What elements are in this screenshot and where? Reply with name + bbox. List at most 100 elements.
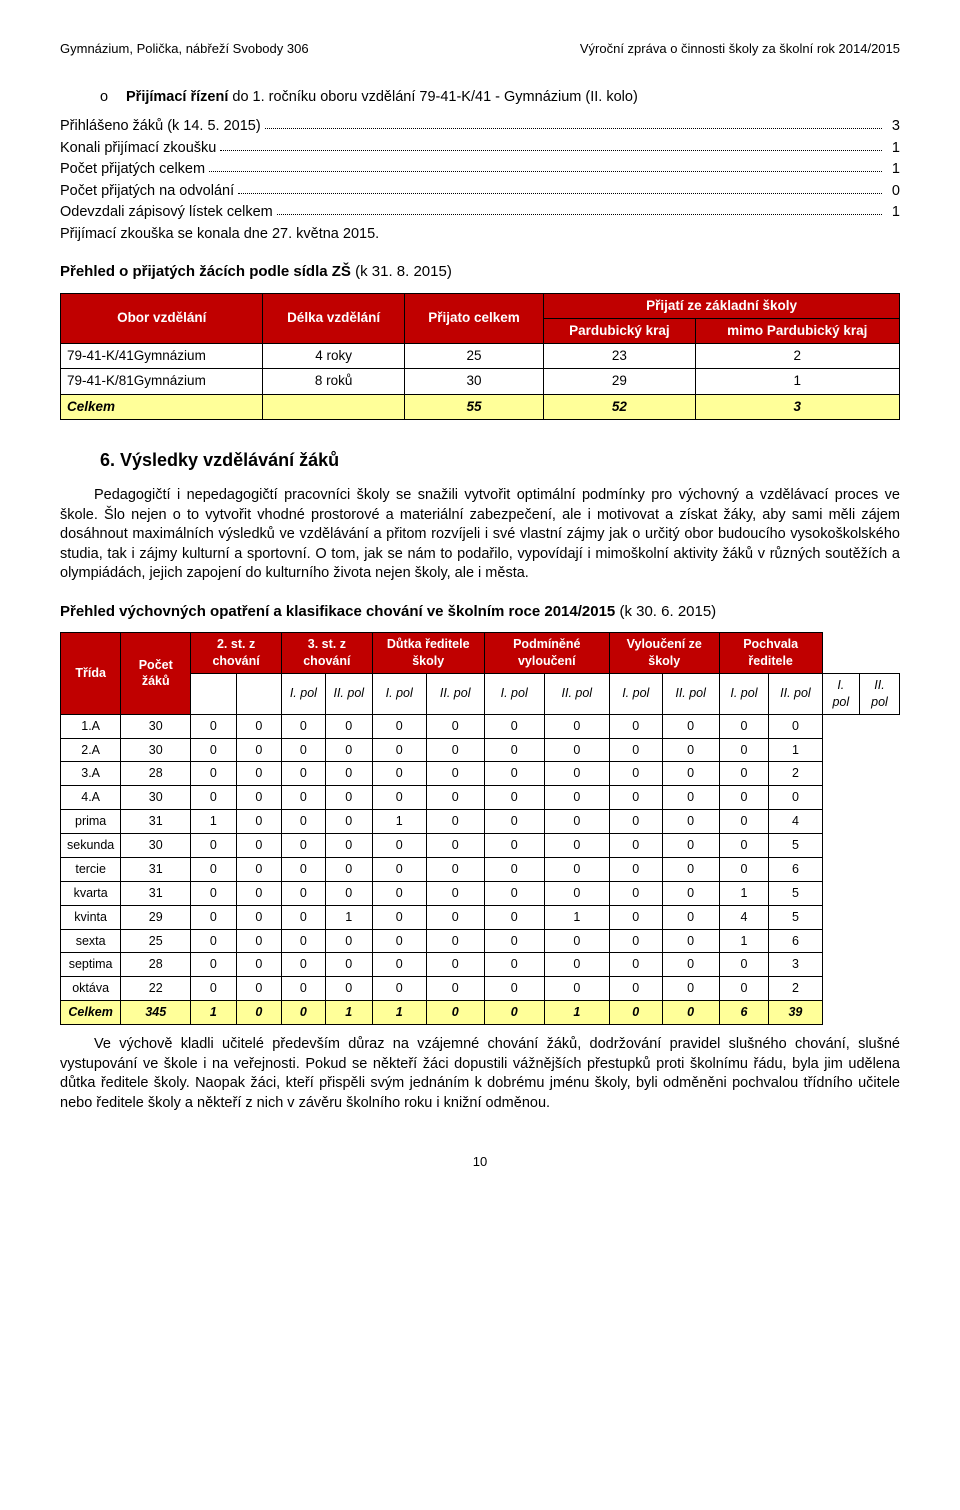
cell-val: 0 (544, 953, 609, 977)
th-trida: Třída (61, 633, 121, 715)
cell-val: 0 (372, 977, 426, 1001)
cell-val: 0 (191, 857, 236, 881)
bullet-rest: do 1. ročníku oboru vzdělání 79-41-K/41 … (228, 89, 637, 105)
table1-heading-bold: Přehled o přijatých žácích podle sídla Z… (60, 263, 351, 280)
stat-line: Počet přijatých celkem1 (60, 160, 900, 180)
th-pk: Pardubický kraj (544, 318, 695, 343)
cell-val: 1 (769, 738, 822, 762)
stat-label: Odevzdali zápisový lístek celkem (60, 203, 273, 223)
cell-val: 2 (769, 977, 822, 1001)
stat-value: 1 (886, 139, 900, 159)
cell-pocet: 31 (121, 810, 191, 834)
cell-val: 0 (544, 881, 609, 905)
cell-val: 0 (662, 953, 719, 977)
cell-val: 0 (484, 762, 544, 786)
cell-val: 0 (609, 834, 662, 858)
cell-val: 0 (769, 714, 822, 738)
cell-val: 0 (544, 834, 609, 858)
header-right: Výroční zpráva o činnosti školy za školn… (580, 40, 900, 58)
cell-val: 0 (609, 810, 662, 834)
table2-heading: Přehled výchovných opatření a klasifikac… (60, 602, 900, 622)
cell-val: 0 (325, 810, 372, 834)
cell-val: 0 (662, 929, 719, 953)
cell-val: 2 (769, 762, 822, 786)
cell-trida: 4.A (61, 786, 121, 810)
cell-pk: 52 (544, 394, 695, 419)
cell-val: 0 (372, 834, 426, 858)
cell-val: 0 (426, 714, 484, 738)
cell-val: 0 (719, 786, 769, 810)
page-header: Gymnázium, Polička, nábřeží Svobody 306 … (60, 40, 900, 58)
cell-val: 0 (662, 810, 719, 834)
cell-pocet: 25 (121, 929, 191, 953)
cell-mimo: 3 (695, 394, 899, 419)
cell-pol1: I. pol (609, 673, 662, 714)
table-row: septima28000000000003 (61, 953, 900, 977)
cell-val: 0 (236, 857, 281, 881)
cell-val: 0 (544, 762, 609, 786)
th-pocet: Počet žáků (121, 633, 191, 715)
cell-val: 0 (662, 762, 719, 786)
cell-val: 0 (544, 977, 609, 1001)
cell-val: 0 (191, 834, 236, 858)
table-row-total: Celkem55523 (61, 394, 900, 419)
cell-trida: 2.A (61, 738, 121, 762)
cell-val: 0 (719, 738, 769, 762)
stat-line: Odevzdali zápisový lístek celkem1 (60, 203, 900, 223)
cell-val: 0 (426, 929, 484, 953)
th-prijato: Přijato celkem (404, 293, 543, 343)
cell-val: 0 (426, 1001, 484, 1025)
cell-pol1: I. pol (484, 673, 544, 714)
cell-pocet: 28 (121, 762, 191, 786)
cell-val: 0 (236, 762, 281, 786)
cell-pocet: 345 (121, 1001, 191, 1025)
cell-val: 5 (769, 834, 822, 858)
table-row: 3.A28000000000002 (61, 762, 900, 786)
cell-val: 0 (191, 929, 236, 953)
cell-val: 0 (484, 714, 544, 738)
cell-prijato: 55 (404, 394, 543, 419)
paragraph-2: Ve výchově kladli učitelé především důra… (60, 1035, 900, 1113)
cell-val: 0 (191, 714, 236, 738)
cell-val: 0 (719, 810, 769, 834)
cell-val: 39 (769, 1001, 822, 1025)
cell-trida: 1.A (61, 714, 121, 738)
cell-val: 0 (236, 738, 281, 762)
cell-val: 0 (662, 905, 719, 929)
header-left: Gymnázium, Polička, nábřeží Svobody 306 (60, 40, 309, 58)
cell-pol2: II. pol (662, 673, 719, 714)
cell-pocet: 29 (121, 905, 191, 929)
cell-val: 0 (719, 857, 769, 881)
cell-val: 0 (372, 857, 426, 881)
cell-mimo: 1 (695, 369, 899, 394)
cell-val: 0 (281, 738, 325, 762)
table-row: kvarta31000000000015 (61, 881, 900, 905)
cell-pocet: 30 (121, 714, 191, 738)
table-row: kvinta29000100010045 (61, 905, 900, 929)
cell-val: 0 (662, 834, 719, 858)
bullet-bold: Přijímací řízení (126, 89, 228, 105)
cell-val: 0 (609, 977, 662, 1001)
table1-heading: Přehled o přijatých žácích podle sídla Z… (60, 262, 900, 282)
cell-val: 1 (544, 905, 609, 929)
cell-val: 0 (325, 881, 372, 905)
page-number: 10 (60, 1153, 900, 1171)
cell-val: 0 (426, 810, 484, 834)
cell-val: 0 (426, 881, 484, 905)
cell-pocet: 30 (121, 786, 191, 810)
bullet-marker: o (100, 88, 114, 108)
stat-line: Přihlášeno žáků (k 14. 5. 2015)3 (60, 117, 900, 137)
cell-val: 0 (325, 714, 372, 738)
cell-val: 6 (719, 1001, 769, 1025)
th-vyl: Vyloučení ze školy (609, 633, 719, 674)
cell-val: 0 (281, 786, 325, 810)
cell-pocet: 22 (121, 977, 191, 1001)
cell-val: 0 (281, 834, 325, 858)
th-podm: Podmíněné vyloučení (484, 633, 609, 674)
stat-value: 3 (886, 117, 900, 137)
cell-val: 0 (236, 905, 281, 929)
cell-val: 0 (325, 786, 372, 810)
cell-val: 0 (281, 1001, 325, 1025)
cell-val: 0 (662, 977, 719, 1001)
cell-val: 0 (281, 810, 325, 834)
